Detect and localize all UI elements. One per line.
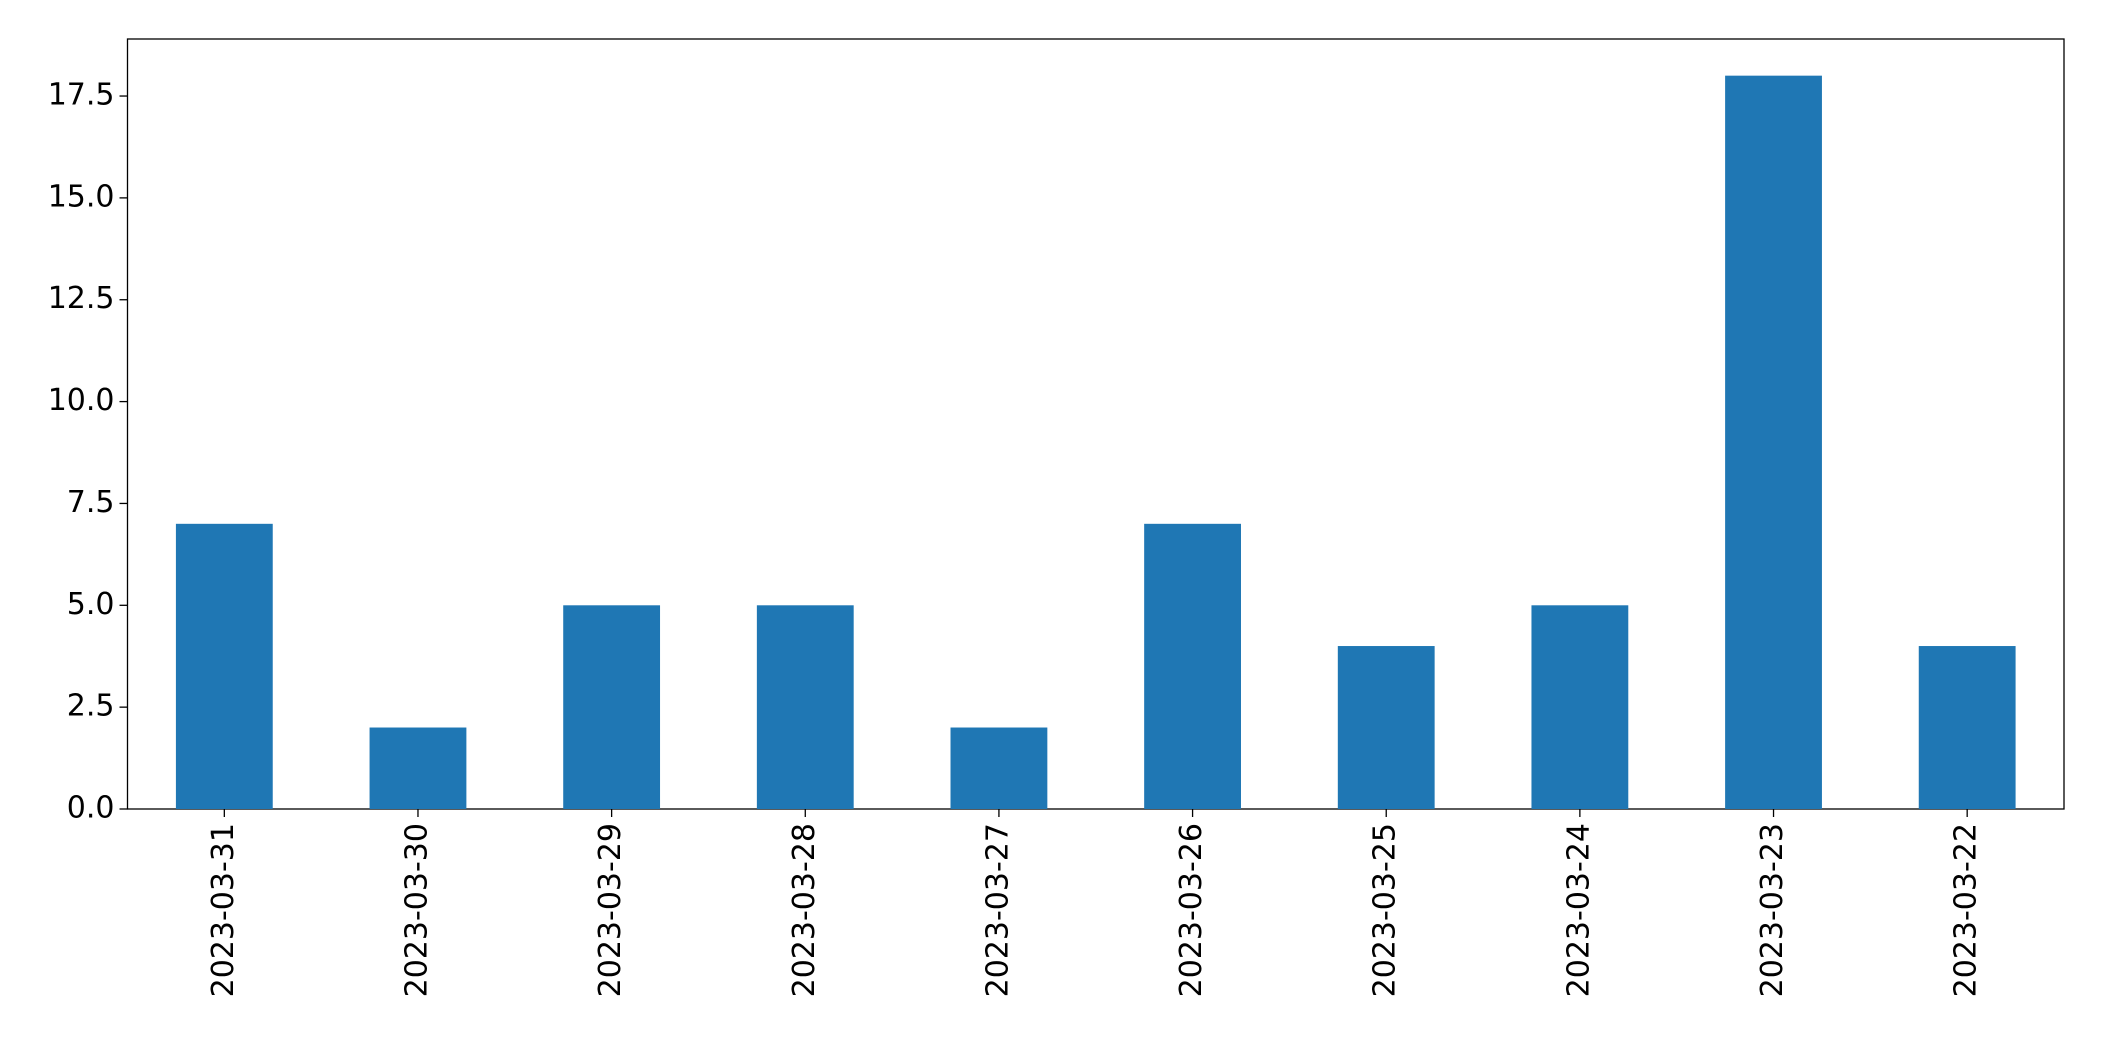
bar (1725, 75, 1822, 809)
bar (950, 727, 1048, 809)
x-tick-label: 2023-03-29 (593, 823, 628, 997)
bar (369, 727, 467, 809)
bar (1531, 605, 1629, 809)
bar (1918, 646, 2016, 809)
x-tick-label: 2023-03-28 (787, 823, 822, 997)
x-tick-label: 2023-03-30 (399, 823, 434, 997)
x-tick-label: 2023-03-24 (1561, 823, 1596, 997)
x-tick-label: 2023-03-26 (1174, 823, 1209, 997)
bar (1144, 523, 1241, 809)
y-tick-label: 10.0 (48, 383, 115, 418)
y-tick-label: 7.5 (67, 485, 115, 520)
x-tick-label: 2023-03-23 (1755, 823, 1790, 997)
y-tick-label: 12.5 (48, 281, 115, 316)
x-tick-label: 2023-03-31 (206, 823, 241, 997)
x-tick-label: 2023-03-22 (1949, 823, 1984, 997)
bar (756, 605, 854, 809)
bar (1337, 646, 1435, 809)
x-tick-label: 2023-03-27 (980, 823, 1015, 997)
bar (175, 523, 273, 809)
y-tick-label: 2.5 (67, 689, 115, 724)
y-tick-label: 0.0 (67, 791, 115, 826)
x-tick-label: 2023-03-25 (1368, 823, 1403, 997)
y-tick-label: 15.0 (48, 179, 115, 214)
y-tick-label: 5.0 (67, 587, 115, 622)
y-tick-label: 17.5 (48, 78, 115, 113)
plot-frame (126, 38, 2065, 810)
bar (563, 605, 661, 809)
